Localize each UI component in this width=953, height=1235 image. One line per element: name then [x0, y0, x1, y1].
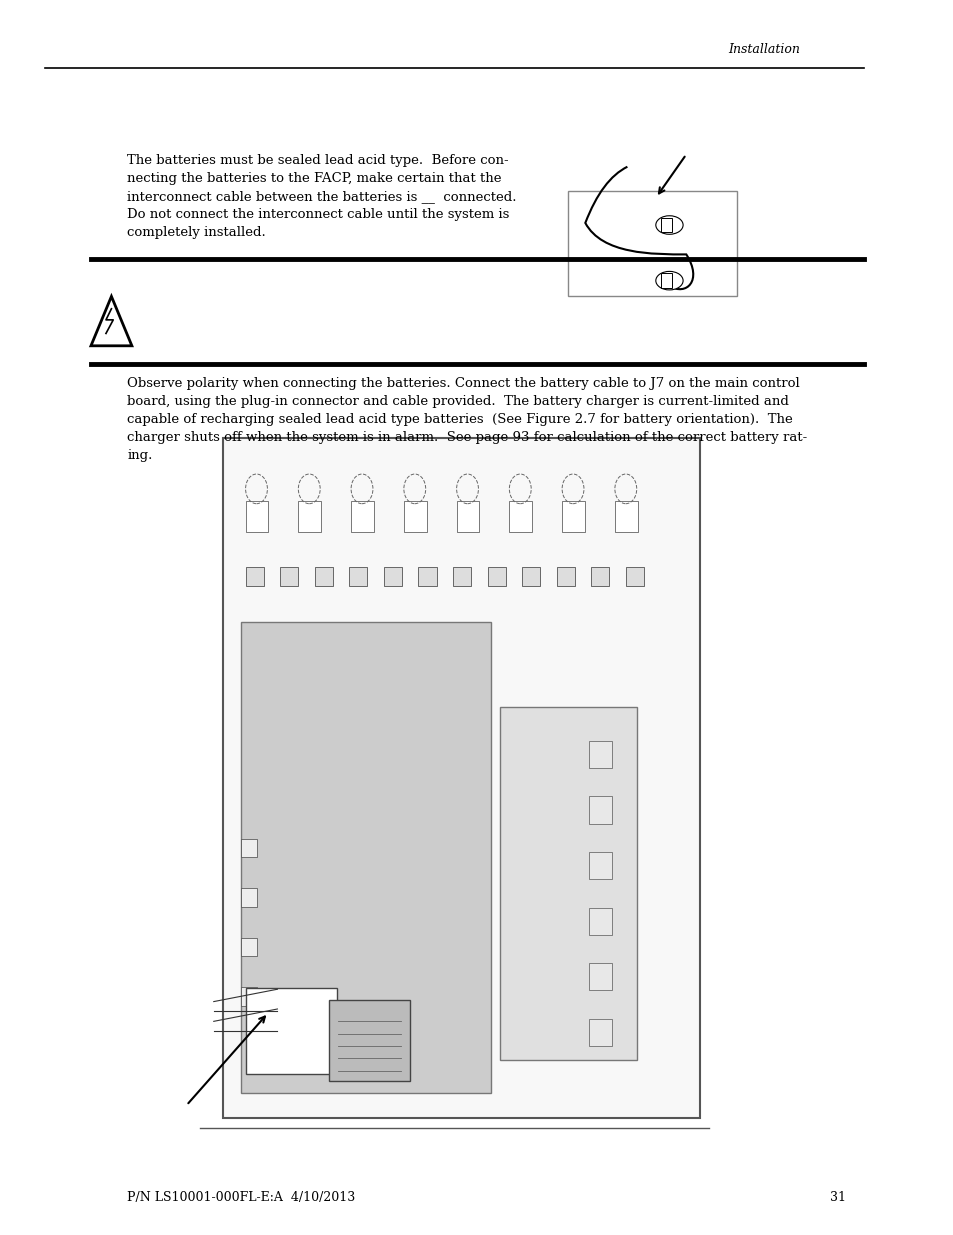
Bar — [588, 741, 611, 768]
Bar — [241, 888, 257, 906]
Bar — [625, 567, 643, 585]
Bar — [314, 567, 333, 585]
Bar — [245, 501, 268, 532]
Bar — [403, 501, 426, 532]
Text: Observe polarity when connecting the batteries. Connect the battery cable to J7 : Observe polarity when connecting the bat… — [127, 377, 807, 462]
Text: 31: 31 — [829, 1191, 845, 1204]
Bar — [588, 963, 611, 990]
Bar — [521, 567, 539, 585]
Bar — [615, 501, 637, 532]
Text: The batteries must be sealed lead acid type.  Before con-
necting the batteries : The batteries must be sealed lead acid t… — [127, 154, 517, 240]
Bar — [280, 567, 298, 585]
Bar — [588, 908, 611, 935]
Bar — [588, 1019, 611, 1046]
Bar — [223, 438, 700, 1118]
Bar — [591, 567, 609, 585]
Bar — [453, 567, 471, 585]
Bar — [245, 988, 336, 1074]
Bar — [298, 501, 321, 532]
Bar — [241, 622, 491, 1093]
Bar — [456, 501, 478, 532]
Bar — [568, 191, 736, 296]
Bar — [328, 1000, 410, 1081]
Bar — [241, 987, 257, 1005]
Bar — [241, 839, 257, 857]
Bar — [509, 501, 532, 532]
Bar — [499, 706, 636, 1060]
Bar — [351, 501, 374, 532]
Bar — [383, 567, 401, 585]
Ellipse shape — [655, 216, 682, 235]
Ellipse shape — [655, 272, 682, 290]
Bar — [487, 567, 505, 585]
Bar — [660, 217, 671, 232]
Bar — [349, 567, 367, 585]
Bar — [245, 567, 264, 585]
Bar — [241, 937, 257, 956]
Bar — [588, 852, 611, 879]
Text: Installation: Installation — [728, 42, 800, 56]
Bar — [557, 567, 575, 585]
Bar — [588, 797, 611, 824]
Text: P/N LS10001-000FL-E:A  4/10/2013: P/N LS10001-000FL-E:A 4/10/2013 — [127, 1191, 355, 1204]
Bar — [660, 273, 671, 288]
Bar — [418, 567, 436, 585]
Bar — [561, 501, 584, 532]
